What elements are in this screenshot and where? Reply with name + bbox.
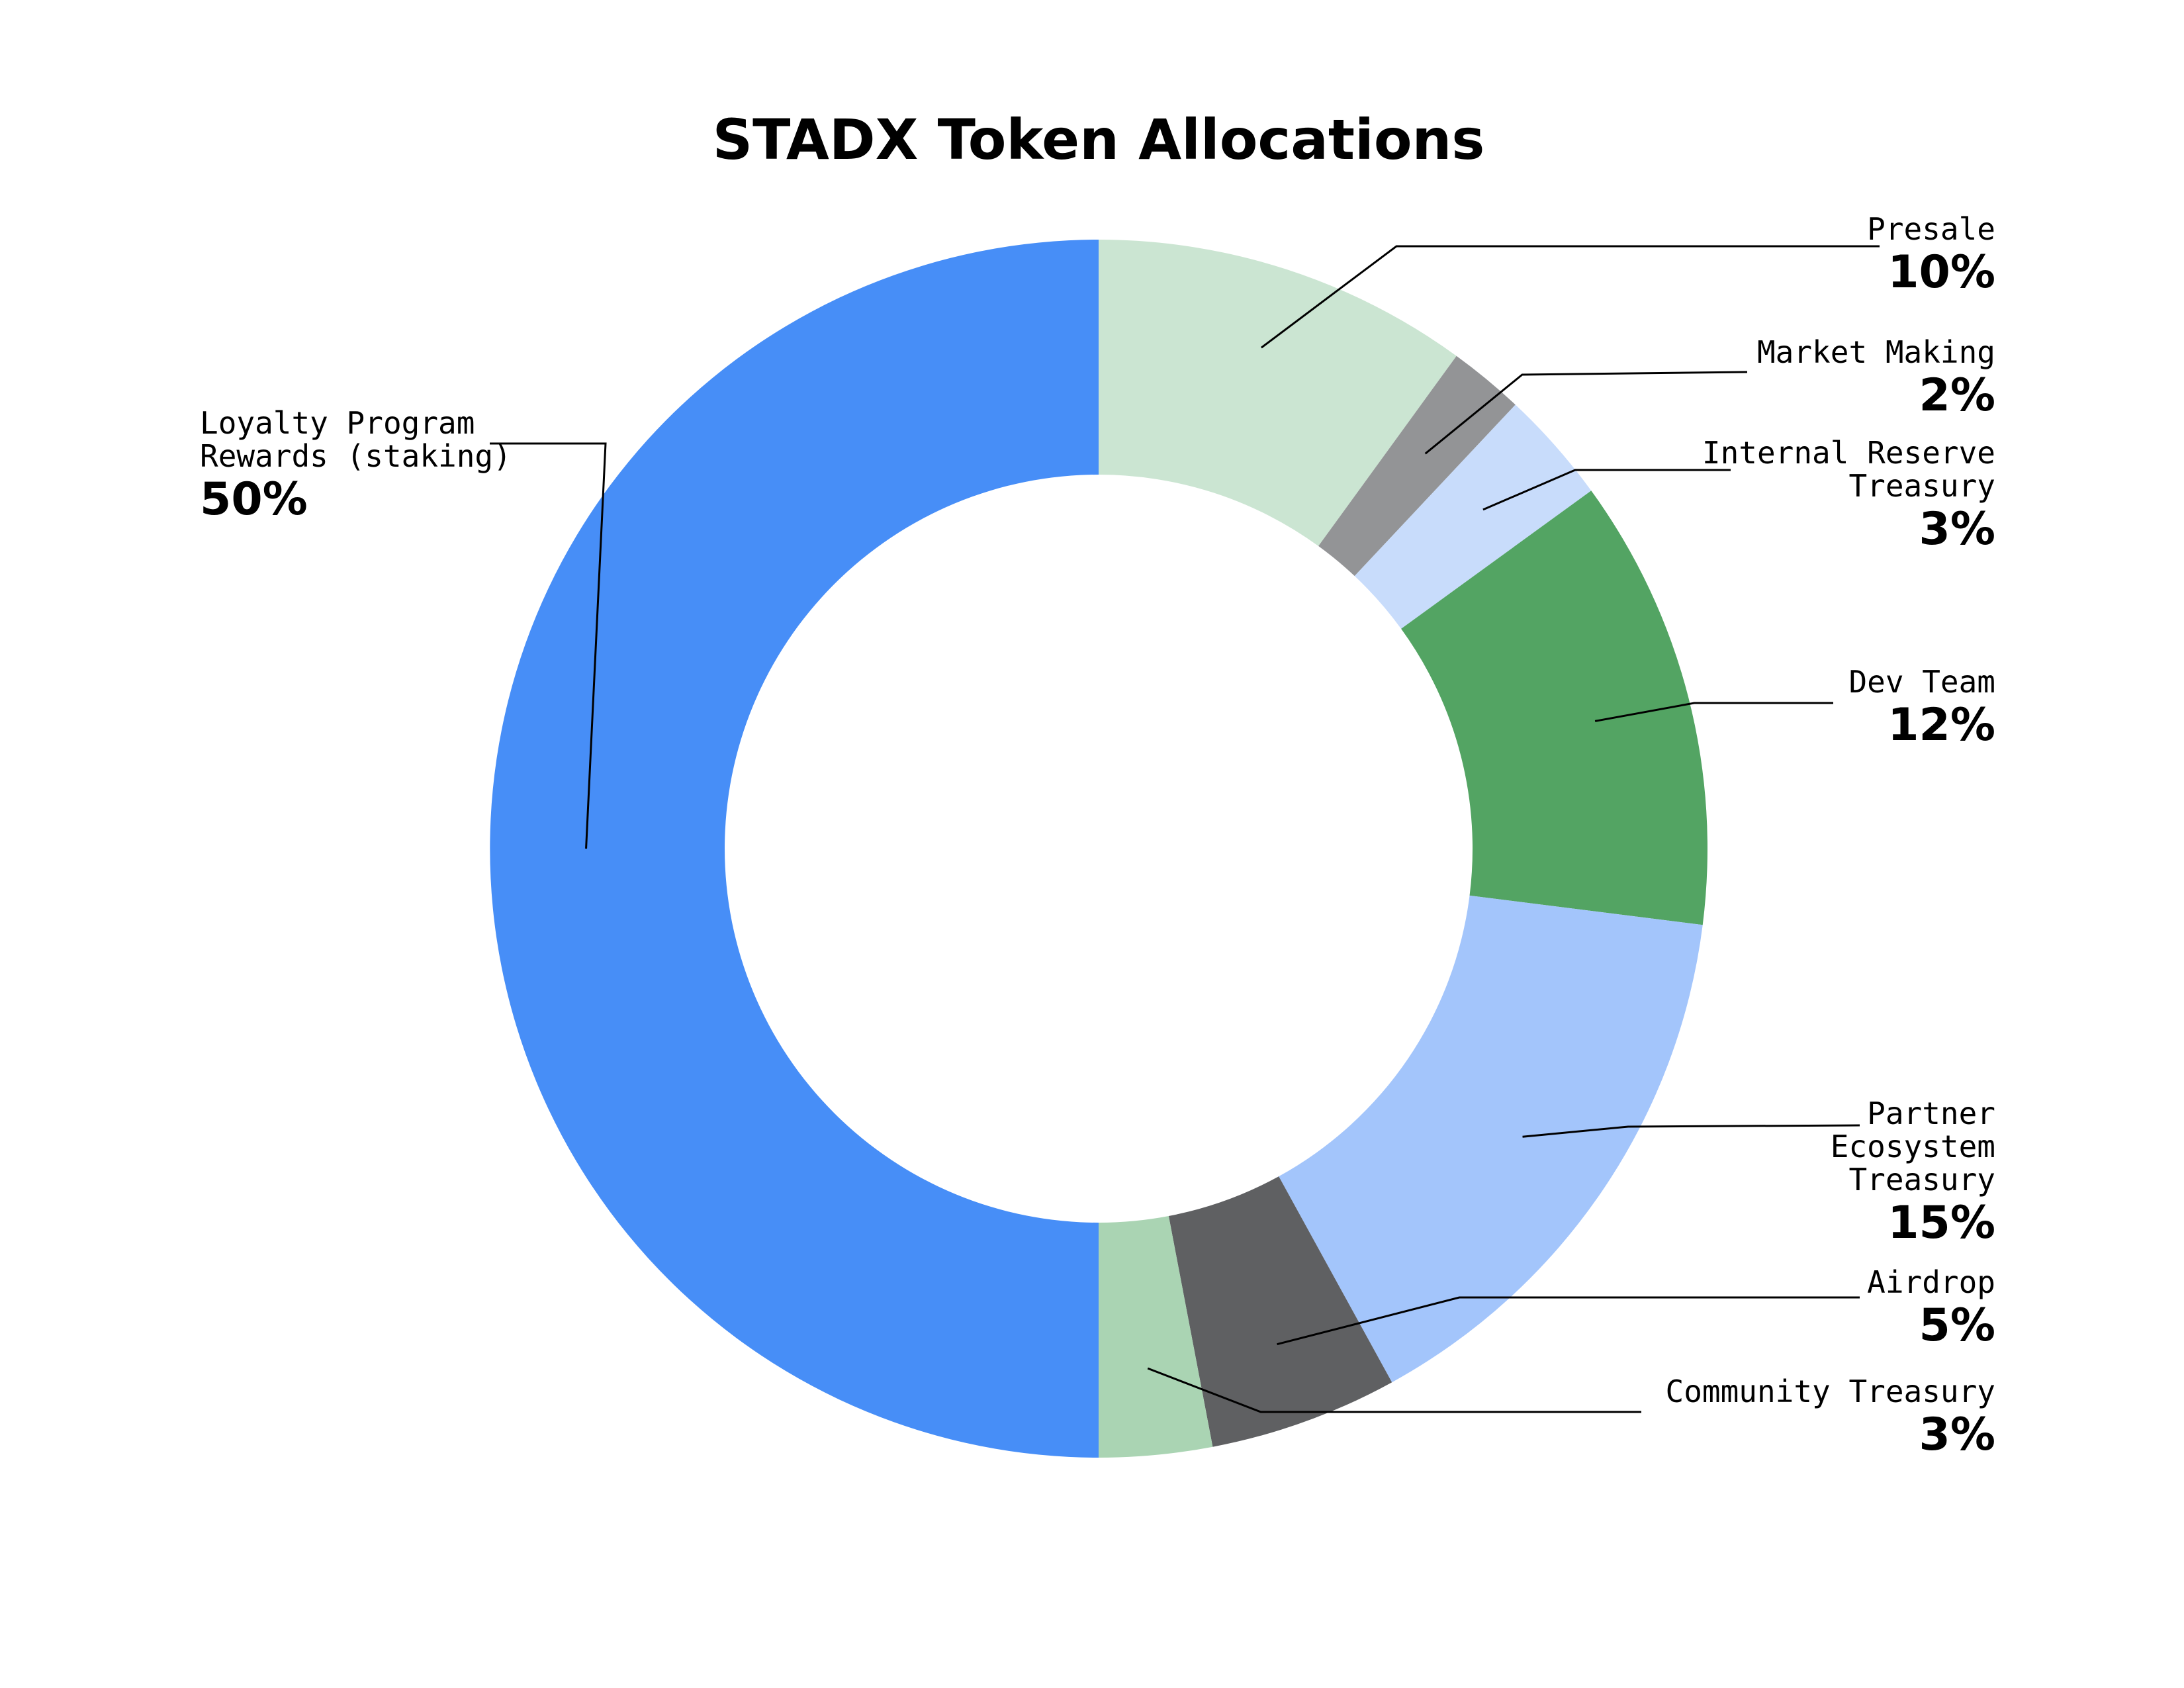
slice-2 (1354, 404, 1592, 629)
slice-3 (1401, 491, 1707, 925)
leader-line-1 (1424, 371, 1748, 455)
slice-value-0: 10% (1888, 246, 1995, 299)
slice-label-7-line-0: Loyalty Program (200, 405, 475, 441)
chart-title: STADX Token Allocations (713, 107, 1485, 172)
slice-4 (1279, 895, 1703, 1383)
leader-line-2 (1482, 469, 1731, 511)
leader-line-6 (1147, 1367, 1641, 1413)
slice-value-1: 2% (1919, 369, 1995, 422)
slice-5 (1168, 1176, 1392, 1447)
slice-1 (1318, 355, 1516, 577)
slice-label-5-line-0: Airdrop (1867, 1264, 1995, 1300)
slice-label-2-line-0: Internal Reserve (1702, 435, 1995, 471)
slice-label-4-line-1: Ecosystem (1831, 1129, 1995, 1164)
leader-line-7 (490, 442, 607, 849)
donut-slices (490, 240, 1707, 1458)
slice-label-2-line-1: Treasury (1848, 468, 1995, 504)
slice-label-4-line-2: Treasury (1848, 1162, 1995, 1197)
slice-6 (1099, 1215, 1213, 1458)
slice-value-6: 3% (1919, 1409, 1995, 1461)
slice-0 (1099, 240, 1457, 546)
slice-label-7-line-1: Rewards (staking) (200, 438, 512, 474)
slice-label-0-line-0: Presale (1867, 211, 1995, 247)
slice-value-2: 3% (1919, 503, 1995, 555)
leader-line-3 (1594, 702, 1833, 722)
slice-label-1-line-0: Market Making (1757, 334, 1995, 370)
slice-label-4-line-0: Partner (1867, 1096, 1995, 1131)
slice-7 (490, 240, 1099, 1458)
leader-line-4 (1522, 1124, 1860, 1138)
slice-label-3-line-0: Dev Team (1848, 664, 1995, 700)
slice-value-7: 50% (200, 473, 308, 526)
slice-value-5: 5% (1919, 1299, 1995, 1352)
leader-line-0 (1260, 245, 1880, 349)
slice-value-4: 15% (1888, 1197, 1995, 1249)
leader-line-5 (1277, 1296, 1860, 1346)
slice-value-3: 12% (1888, 699, 1995, 751)
leader-lines (490, 245, 1880, 1413)
slice-label-6-line-0: Community Treasury (1666, 1374, 1996, 1409)
